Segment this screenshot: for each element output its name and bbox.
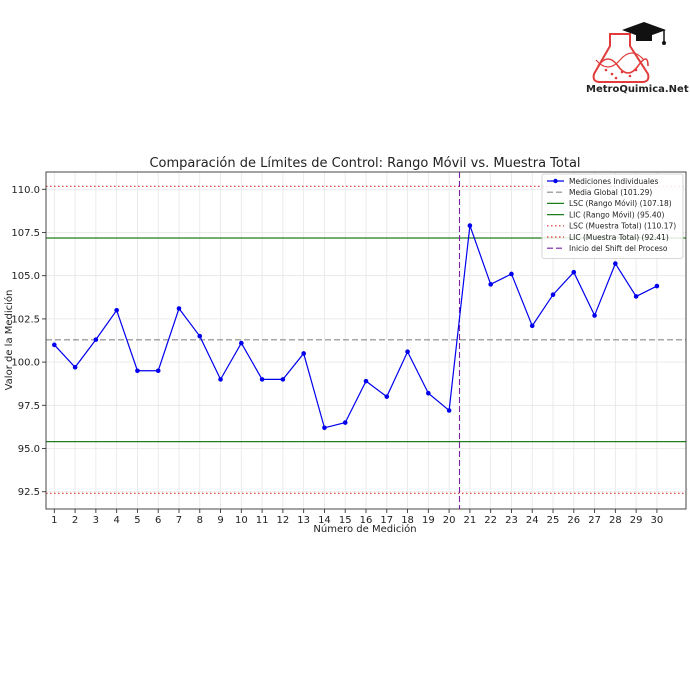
data-point — [405, 349, 410, 355]
data-point — [301, 351, 306, 356]
x-tick-label: 16 — [360, 515, 373, 526]
grid-lines — [46, 172, 686, 509]
series-measurements — [52, 223, 660, 431]
y-axis-ticks: 92.5 95.0 97.5 100.0 102.5 105.0 107.5 110.0 — [11, 185, 46, 498]
data-point — [467, 223, 473, 228]
x-tick-label: 30 — [651, 515, 664, 526]
data-point — [529, 323, 535, 329]
data-point — [239, 340, 244, 346]
data-point — [218, 377, 223, 382]
x-tick-label: 17 — [380, 515, 393, 526]
y-tick-label: 110.0 — [11, 185, 40, 196]
legend: Mediciones Individuales Media Global (101… — [541, 173, 684, 259]
data-point — [592, 313, 597, 318]
x-tick-label: 23 — [505, 515, 518, 526]
data-point — [176, 306, 182, 311]
x-tick-label: 7 — [176, 515, 182, 526]
legend-label: LSC (Muestra Total) (110.17) — [569, 222, 676, 231]
logo-text: MetroQuimica.Net — [586, 84, 689, 95]
data-point — [342, 420, 348, 425]
x-tick-label: 14 — [318, 515, 331, 526]
data-point — [654, 283, 660, 289]
legend-label: LIC (Rango Móvil) (95.40) — [569, 210, 664, 219]
y-tick-label: 95.0 — [18, 444, 40, 455]
x-tick-label: 2 — [72, 515, 78, 526]
y-tick-label: 105.0 — [11, 271, 40, 282]
x-tick-label: 18 — [401, 515, 414, 526]
data-point — [633, 294, 639, 299]
data-point — [322, 425, 327, 431]
x-tick-label: 10 — [235, 515, 248, 526]
data-point — [550, 292, 556, 298]
legend-box — [541, 173, 684, 259]
x-axis-label: Número de Medición — [313, 523, 416, 535]
data-point — [259, 377, 265, 382]
data-point — [426, 390, 431, 396]
x-tick-label: 11 — [256, 515, 269, 526]
y-tick-label: 100.0 — [11, 358, 40, 369]
x-tick-label: 9 — [217, 515, 223, 526]
y-tick-label: 107.5 — [11, 228, 40, 239]
data-point — [446, 408, 452, 413]
data-point — [363, 378, 369, 384]
data-point — [135, 368, 140, 374]
y-tick-label: 92.5 — [18, 487, 40, 498]
flask-logo-icon — [592, 22, 666, 83]
data-point — [509, 271, 514, 277]
x-tick-label: 13 — [297, 515, 310, 526]
y-axis-label: Valor de la Medición — [3, 290, 15, 391]
x-tick-label: 29 — [630, 515, 643, 526]
x-tick-label: 1 — [51, 515, 57, 526]
data-point — [384, 394, 390, 399]
x-tick-label: 3 — [93, 515, 99, 526]
x-tick-label: 24 — [526, 515, 539, 526]
data-point — [72, 364, 78, 370]
x-tick-label: 25 — [547, 515, 560, 526]
chart-title: Comparación de Límites de Control: Rango… — [149, 156, 580, 171]
x-tick-label: 28 — [609, 515, 622, 526]
x-tick-label: 8 — [197, 515, 203, 526]
metroquimica-logo — [592, 16, 682, 98]
data-point — [52, 342, 57, 348]
y-tick-label: 102.5 — [11, 314, 40, 325]
x-tick-label: 15 — [339, 515, 352, 526]
x-tick-label: 21 — [464, 515, 477, 526]
data-point — [155, 368, 161, 374]
x-axis-ticks: 1 2 3 4 5 6 7 8 9 10 11 12 13 14 15 16 17 18 19 20 21 22 23 24 2… — [51, 509, 663, 526]
series-line — [53, 225, 658, 429]
legend-label: Media Global (101.29) — [569, 188, 652, 197]
x-tick-label: 19 — [422, 515, 435, 526]
data-point — [488, 282, 493, 287]
data-point — [571, 269, 577, 275]
x-tick-label: 4 — [113, 515, 119, 526]
x-tick-label: 20 — [443, 515, 456, 526]
x-tick-label: 26 — [567, 515, 580, 526]
legend-label: LIC (Muestra Total) (92.41) — [569, 233, 669, 242]
data-point — [93, 337, 99, 342]
legend-label: Inicio del Shift del Proceso — [569, 244, 668, 253]
x-tick-label: 5 — [134, 515, 140, 526]
legend-marker — [553, 178, 558, 184]
data-point — [613, 261, 618, 266]
x-tick-label: 6 — [155, 515, 161, 526]
x-tick-label: 22 — [484, 515, 497, 526]
data-point — [280, 377, 286, 382]
x-tick-label: 27 — [588, 515, 601, 526]
legend-label: Mediciones Individuales — [569, 177, 659, 186]
legend-label: LSC (Rango Móvil) (107.18) — [569, 199, 672, 208]
data-point — [197, 333, 203, 339]
x-tick-label: 12 — [277, 515, 290, 526]
data-point — [114, 307, 119, 313]
y-tick-label: 97.5 — [18, 401, 40, 412]
